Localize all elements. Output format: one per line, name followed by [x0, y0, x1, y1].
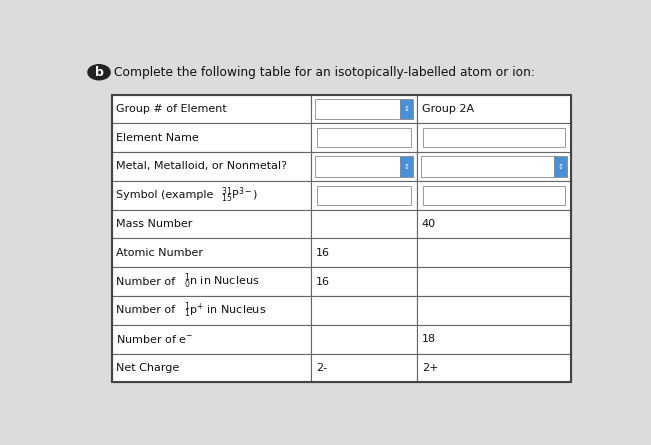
Text: $\mathregular{^{31}_{15}P^{3-}}$): $\mathregular{^{31}_{15}P^{3-}}$) — [221, 186, 258, 205]
Bar — [417, 210, 571, 239]
Text: ↕: ↕ — [557, 163, 563, 170]
Bar — [423, 186, 564, 205]
Text: Metal, Metalloid, or Nonmetal?: Metal, Metalloid, or Nonmetal? — [116, 162, 286, 171]
Bar — [311, 94, 417, 123]
Bar — [311, 267, 417, 296]
Bar — [417, 325, 571, 354]
Bar — [400, 156, 413, 177]
Text: 18: 18 — [422, 334, 436, 344]
Bar — [112, 210, 311, 239]
Bar — [112, 239, 311, 267]
Bar — [417, 123, 571, 152]
Text: Number of e$^{-}$: Number of e$^{-}$ — [116, 333, 193, 345]
Text: 2-: 2- — [316, 363, 327, 373]
Bar — [311, 325, 417, 354]
Text: Number of: Number of — [116, 277, 178, 287]
Text: Complete the following table for an isotopically-labelled atom or ion:: Complete the following table for an isot… — [114, 66, 535, 79]
Circle shape — [88, 65, 110, 80]
Bar — [417, 354, 571, 382]
Text: 16: 16 — [316, 277, 330, 287]
Bar — [311, 181, 417, 210]
Text: $\mathregular{^{1}_{0}n}$ in Nucleus: $\mathregular{^{1}_{0}n}$ in Nucleus — [184, 272, 260, 291]
Text: Element Name: Element Name — [116, 133, 199, 143]
Bar — [112, 152, 311, 181]
Bar — [112, 354, 311, 382]
Text: Net Charge: Net Charge — [116, 363, 179, 373]
Text: Symbol (example: Symbol (example — [116, 190, 217, 200]
Bar — [311, 354, 417, 382]
Bar — [112, 296, 311, 325]
Text: Number of: Number of — [116, 305, 178, 316]
Bar — [311, 239, 417, 267]
Bar — [417, 239, 571, 267]
Bar — [417, 152, 571, 181]
Text: Group 2A: Group 2A — [422, 104, 474, 114]
Text: 40: 40 — [422, 219, 436, 229]
Bar — [417, 181, 571, 210]
Text: 2+: 2+ — [422, 363, 438, 373]
Bar — [311, 123, 417, 152]
Text: Group # of Element: Group # of Element — [116, 104, 227, 114]
Bar — [311, 152, 417, 181]
Bar — [112, 325, 311, 354]
Bar — [423, 129, 564, 147]
Bar — [317, 129, 411, 147]
Bar — [421, 156, 554, 177]
Text: ↕: ↕ — [404, 163, 409, 170]
Bar — [315, 156, 400, 177]
Text: Atomic Number: Atomic Number — [116, 248, 202, 258]
Bar — [311, 296, 417, 325]
Bar — [112, 94, 571, 382]
Bar — [317, 186, 411, 205]
Bar — [112, 94, 311, 123]
Bar — [311, 210, 417, 239]
Text: 16: 16 — [316, 248, 330, 258]
Text: Mass Number: Mass Number — [116, 219, 192, 229]
Text: ↕: ↕ — [404, 106, 409, 112]
Bar — [112, 123, 311, 152]
Bar — [417, 94, 571, 123]
Bar — [112, 267, 311, 296]
Bar — [554, 156, 567, 177]
Bar — [315, 99, 400, 119]
Bar — [112, 181, 311, 210]
Text: $\mathregular{^{1}_{1}p^{+}}$ in Nucleus: $\mathregular{^{1}_{1}p^{+}}$ in Nucleus — [184, 300, 267, 320]
Bar — [417, 296, 571, 325]
Bar — [417, 267, 571, 296]
Text: b: b — [94, 66, 104, 79]
Bar — [400, 99, 413, 119]
